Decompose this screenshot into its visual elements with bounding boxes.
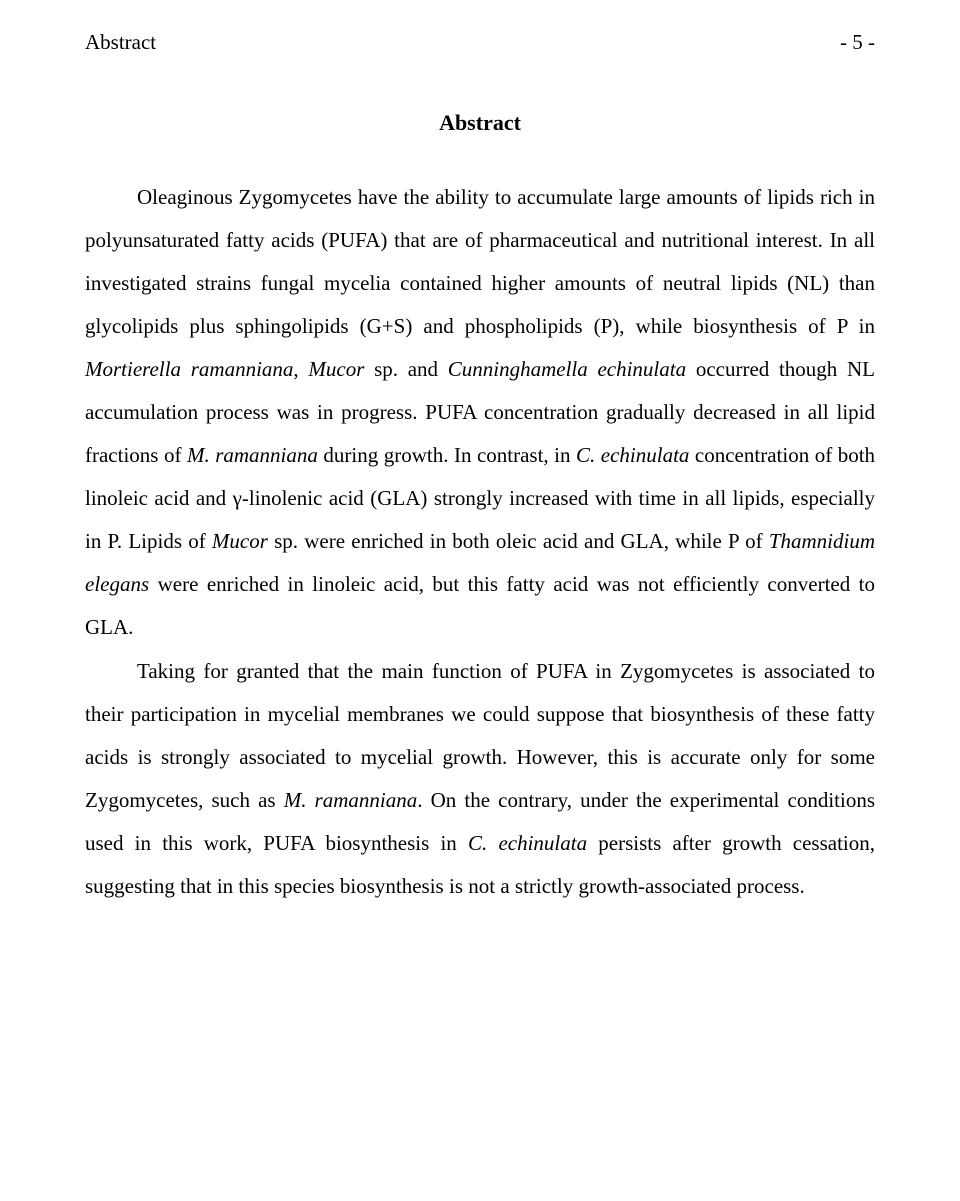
header-page-number: - 5 -	[840, 30, 875, 55]
italic-run: Mucor	[212, 529, 268, 553]
italic-run: C. echinulata	[576, 443, 689, 467]
italic-run: Mortierella ramanniana	[85, 357, 293, 381]
text-run: were enriched in linoleic acid, but this…	[85, 572, 875, 639]
page: Abstract - 5 - Abstract Oleaginous Zygom…	[0, 0, 960, 1201]
header-left: Abstract	[85, 30, 156, 55]
paragraph: Oleaginous Zygomycetes have the ability …	[85, 176, 875, 650]
italic-run: M. ramanniana	[284, 788, 418, 812]
italic-run: C. echinulata	[468, 831, 587, 855]
paragraph: Taking for granted that the main functio…	[85, 650, 875, 908]
text-run: Oleaginous Zygomycetes have the ability …	[85, 185, 875, 338]
running-header: Abstract - 5 -	[85, 30, 875, 55]
body-text: Oleaginous Zygomycetes have the ability …	[85, 176, 875, 908]
italic-run: M. ramanniana	[187, 443, 318, 467]
italic-run: Cunninghamella echinulata	[448, 357, 686, 381]
text-run: ,	[293, 357, 308, 381]
section-title: Abstract	[85, 110, 875, 136]
text-run: sp. were enriched in both oleic acid and…	[268, 529, 769, 553]
text-run: sp. and	[364, 357, 447, 381]
italic-run: Mucor	[308, 357, 364, 381]
text-run: during growth. In contrast, in	[318, 443, 576, 467]
